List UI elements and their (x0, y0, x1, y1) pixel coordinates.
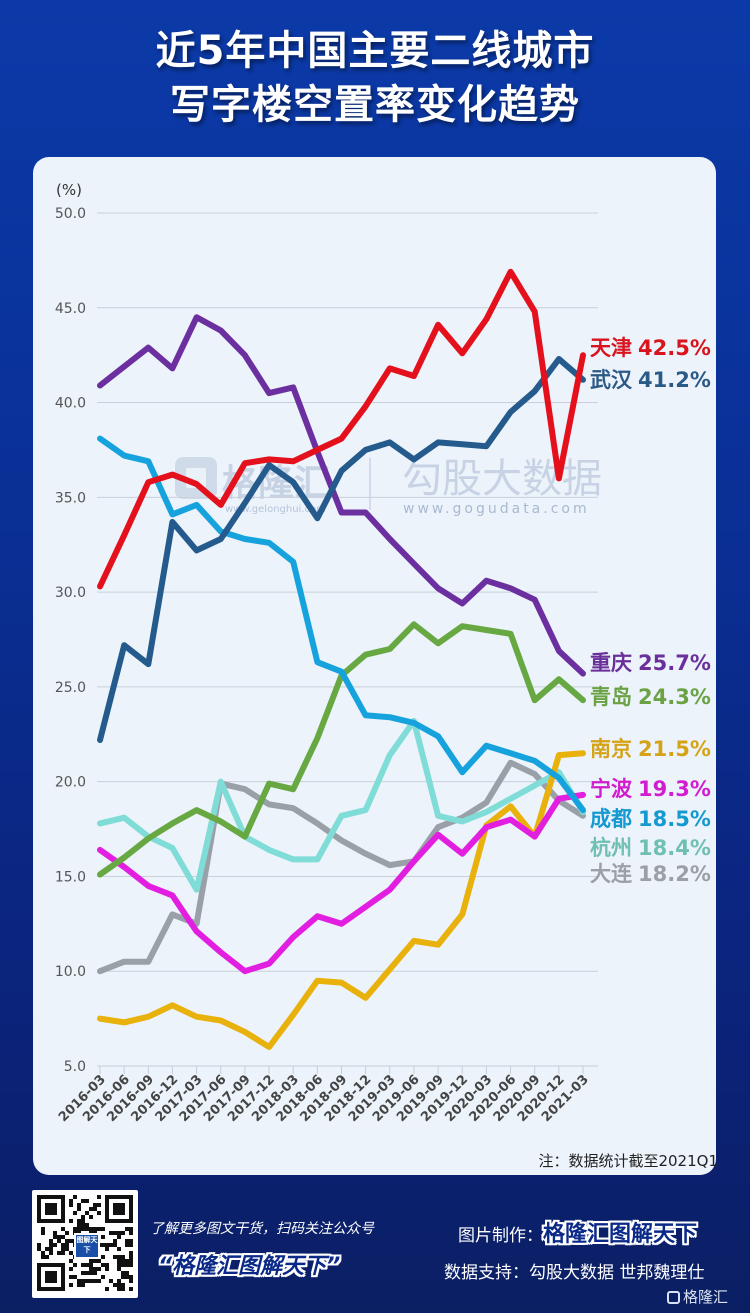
watermark-gogudata-url: www.gogudata.com (403, 501, 590, 517)
series-value: 18.2% (638, 862, 711, 886)
end-label-重庆: 重庆 25.7% (590, 651, 711, 675)
gelonghui-logo: 格隆汇 (667, 1286, 728, 1307)
series-value: 42.5% (638, 336, 711, 360)
y-tick-label: 5.0 (64, 1059, 86, 1075)
series-value: 18.5% (638, 807, 711, 831)
y-tick-label: 50.0 (55, 206, 86, 222)
end-label-武汉: 武汉 41.2% (590, 368, 711, 392)
series-name: 成都 (590, 807, 632, 831)
promo-line: 了解更多图文干货，扫码关注公众号 (150, 1221, 374, 1237)
grid (97, 212, 598, 1067)
series-name: 重庆 (590, 651, 632, 675)
title-line-1: 近5年中国主要二线城市 (155, 28, 595, 74)
data-note: 注：数据统计截至2021Q1 (538, 1152, 718, 1170)
y-tick-label: 30.0 (55, 585, 86, 601)
y-tick-label: 15.0 (55, 869, 86, 885)
series-name: 天津 (590, 336, 632, 360)
promo-account-name: “格隆汇图解天下” (158, 1254, 341, 1279)
gelonghui-g-icon (667, 1291, 680, 1304)
end-label-宁波: 宁波 19.3% (590, 777, 711, 801)
series-value: 24.3% (638, 685, 711, 709)
y-tick-label: 45.0 (55, 301, 86, 317)
series-name: 南京 (590, 737, 632, 761)
series-value: 19.3% (638, 777, 711, 801)
series-name: 武汉 (590, 368, 633, 392)
end-label-天津: 天津 42.5% (590, 336, 711, 360)
qr-code-pattern-icon (37, 1195, 133, 1291)
made-by-label: 图片制作： (458, 1226, 543, 1246)
line-chart: 格隆汇 www.gelonghui.com 勾股大数据 www.gogudata… (55, 181, 711, 1125)
end-label-南京: 南京 21.5% (590, 737, 711, 761)
data-support: 数据支持：勾股大数据 世邦魏理仕 (444, 1263, 705, 1283)
y-tick-label: 10.0 (55, 964, 86, 980)
qr-badge: 图解天下 (74, 1233, 100, 1259)
page-title: 近5年中国主要二线城市 写字楼空置率变化趋势 (0, 24, 750, 132)
series-value: 25.7% (638, 651, 711, 675)
title-line-2: 写字楼空置率变化趋势 (170, 82, 580, 128)
series-value: 21.5% (638, 737, 711, 761)
series-line-大连 (97, 759, 586, 975)
qr-code[interactable]: 图解天下 (32, 1190, 138, 1298)
y-tick-label: 40.0 (55, 396, 86, 412)
y-tick-label: 35.0 (55, 490, 86, 506)
series-value: 18.4% (638, 836, 711, 860)
series-name: 大连 (590, 862, 633, 886)
watermark-gogudata: 勾股大数据 (402, 456, 602, 502)
end-label-杭州: 杭州 18.4% (590, 836, 711, 860)
y-tick-label: 25.0 (55, 680, 86, 696)
end-label-青岛: 青岛 24.3% (590, 685, 711, 709)
made-by: 图片制作：格隆汇图解天下 (458, 1216, 697, 1248)
end-label-大连: 大连 18.2% (590, 862, 711, 886)
series-name: 青岛 (590, 685, 632, 709)
end-label-成都: 成都 18.5% (590, 807, 711, 831)
y-tick-label: 20.0 (55, 775, 86, 791)
series-value: 41.2% (638, 368, 711, 392)
series-name: 杭州 (590, 836, 632, 860)
logo-text: 格隆汇 (683, 1288, 729, 1306)
series-name: 宁波 (590, 777, 633, 801)
series (97, 268, 586, 1050)
watermark-gelonghui-url: www.gelonghui.com (225, 504, 326, 515)
y-axis-unit: (%) (56, 181, 82, 199)
end-labels: 天津 42.5%武汉 41.2%重庆 25.7%青岛 24.3%南京 21.5%宁波 19.… (590, 336, 711, 886)
made-by-brand: 格隆汇图解天下 (543, 1222, 698, 1247)
